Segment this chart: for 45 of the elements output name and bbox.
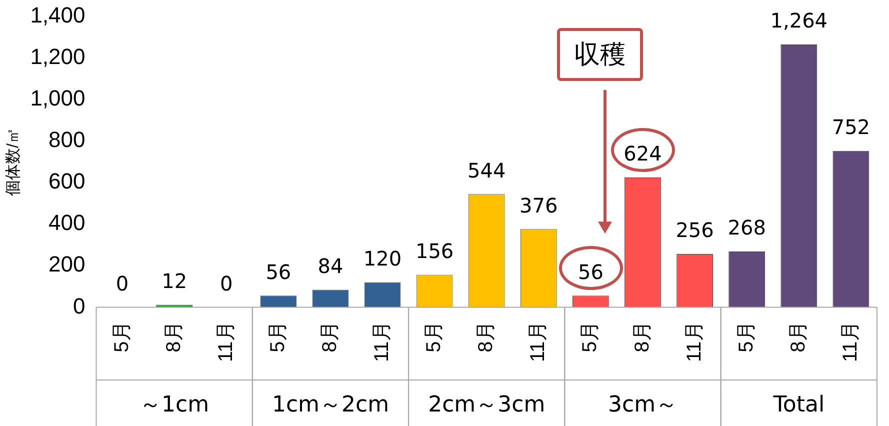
data-label: 624 [624,142,662,166]
data-label: 0 [220,271,233,296]
text: Total [772,392,825,418]
y-tick-label: 600 [48,168,86,194]
y-tick-label: 1,400 [30,2,86,28]
y-tick-label: 400 [48,210,86,236]
text: 3cm～ [608,392,678,418]
x-tick-label: 11月 [371,321,394,362]
x-tick-label: 5月 [423,321,446,352]
text: 1cm～2cm [272,392,389,418]
x-tick-label: 8月 [318,321,341,352]
data-label: 84 [318,254,344,278]
data-label: 268 [728,216,766,240]
data-label: 56 [578,260,604,284]
x-tick-label: 11月 [527,321,550,362]
x-tick-label: 8月 [475,321,498,352]
y-tick-label: 1,000 [30,85,86,110]
data-label: 120 [363,246,402,270]
x-tick-label: 5月 [735,321,758,352]
data-label: 0 [116,271,129,296]
data-label: 56 [266,260,292,284]
data-label: 1,264 [770,8,828,33]
y-tick-label: 1,200 [30,44,86,69]
x-tick-label: 8月 [631,321,654,352]
text: ～1cm [140,392,210,418]
data-label: 156 [415,239,454,264]
y-tick-label: 800 [48,126,86,152]
x-tick-label: 5月 [579,321,602,352]
y-axis-title: 個体数/㎡ [5,127,22,196]
x-tick-label: 11月 [839,321,862,362]
data-label: 256 [676,218,714,242]
x-tick-label: 5月 [110,321,133,352]
x-tick-label: 8月 [787,321,810,352]
x-tick-label: 8月 [162,321,185,352]
x-tick-label: 11月 [683,321,706,362]
data-label: 376 [520,193,558,218]
data-label: 544 [468,158,506,182]
data-label: 752 [832,115,870,140]
y-tick-label: 0 [73,293,86,318]
x-tick-label: 5月 [266,321,289,352]
annotation: 収穫 [557,28,643,81]
y-tick-label: 200 [48,252,86,277]
data-label: 12 [162,268,188,293]
text: 2cm～3cm [428,392,546,418]
x-tick-label: 11月 [214,321,237,362]
